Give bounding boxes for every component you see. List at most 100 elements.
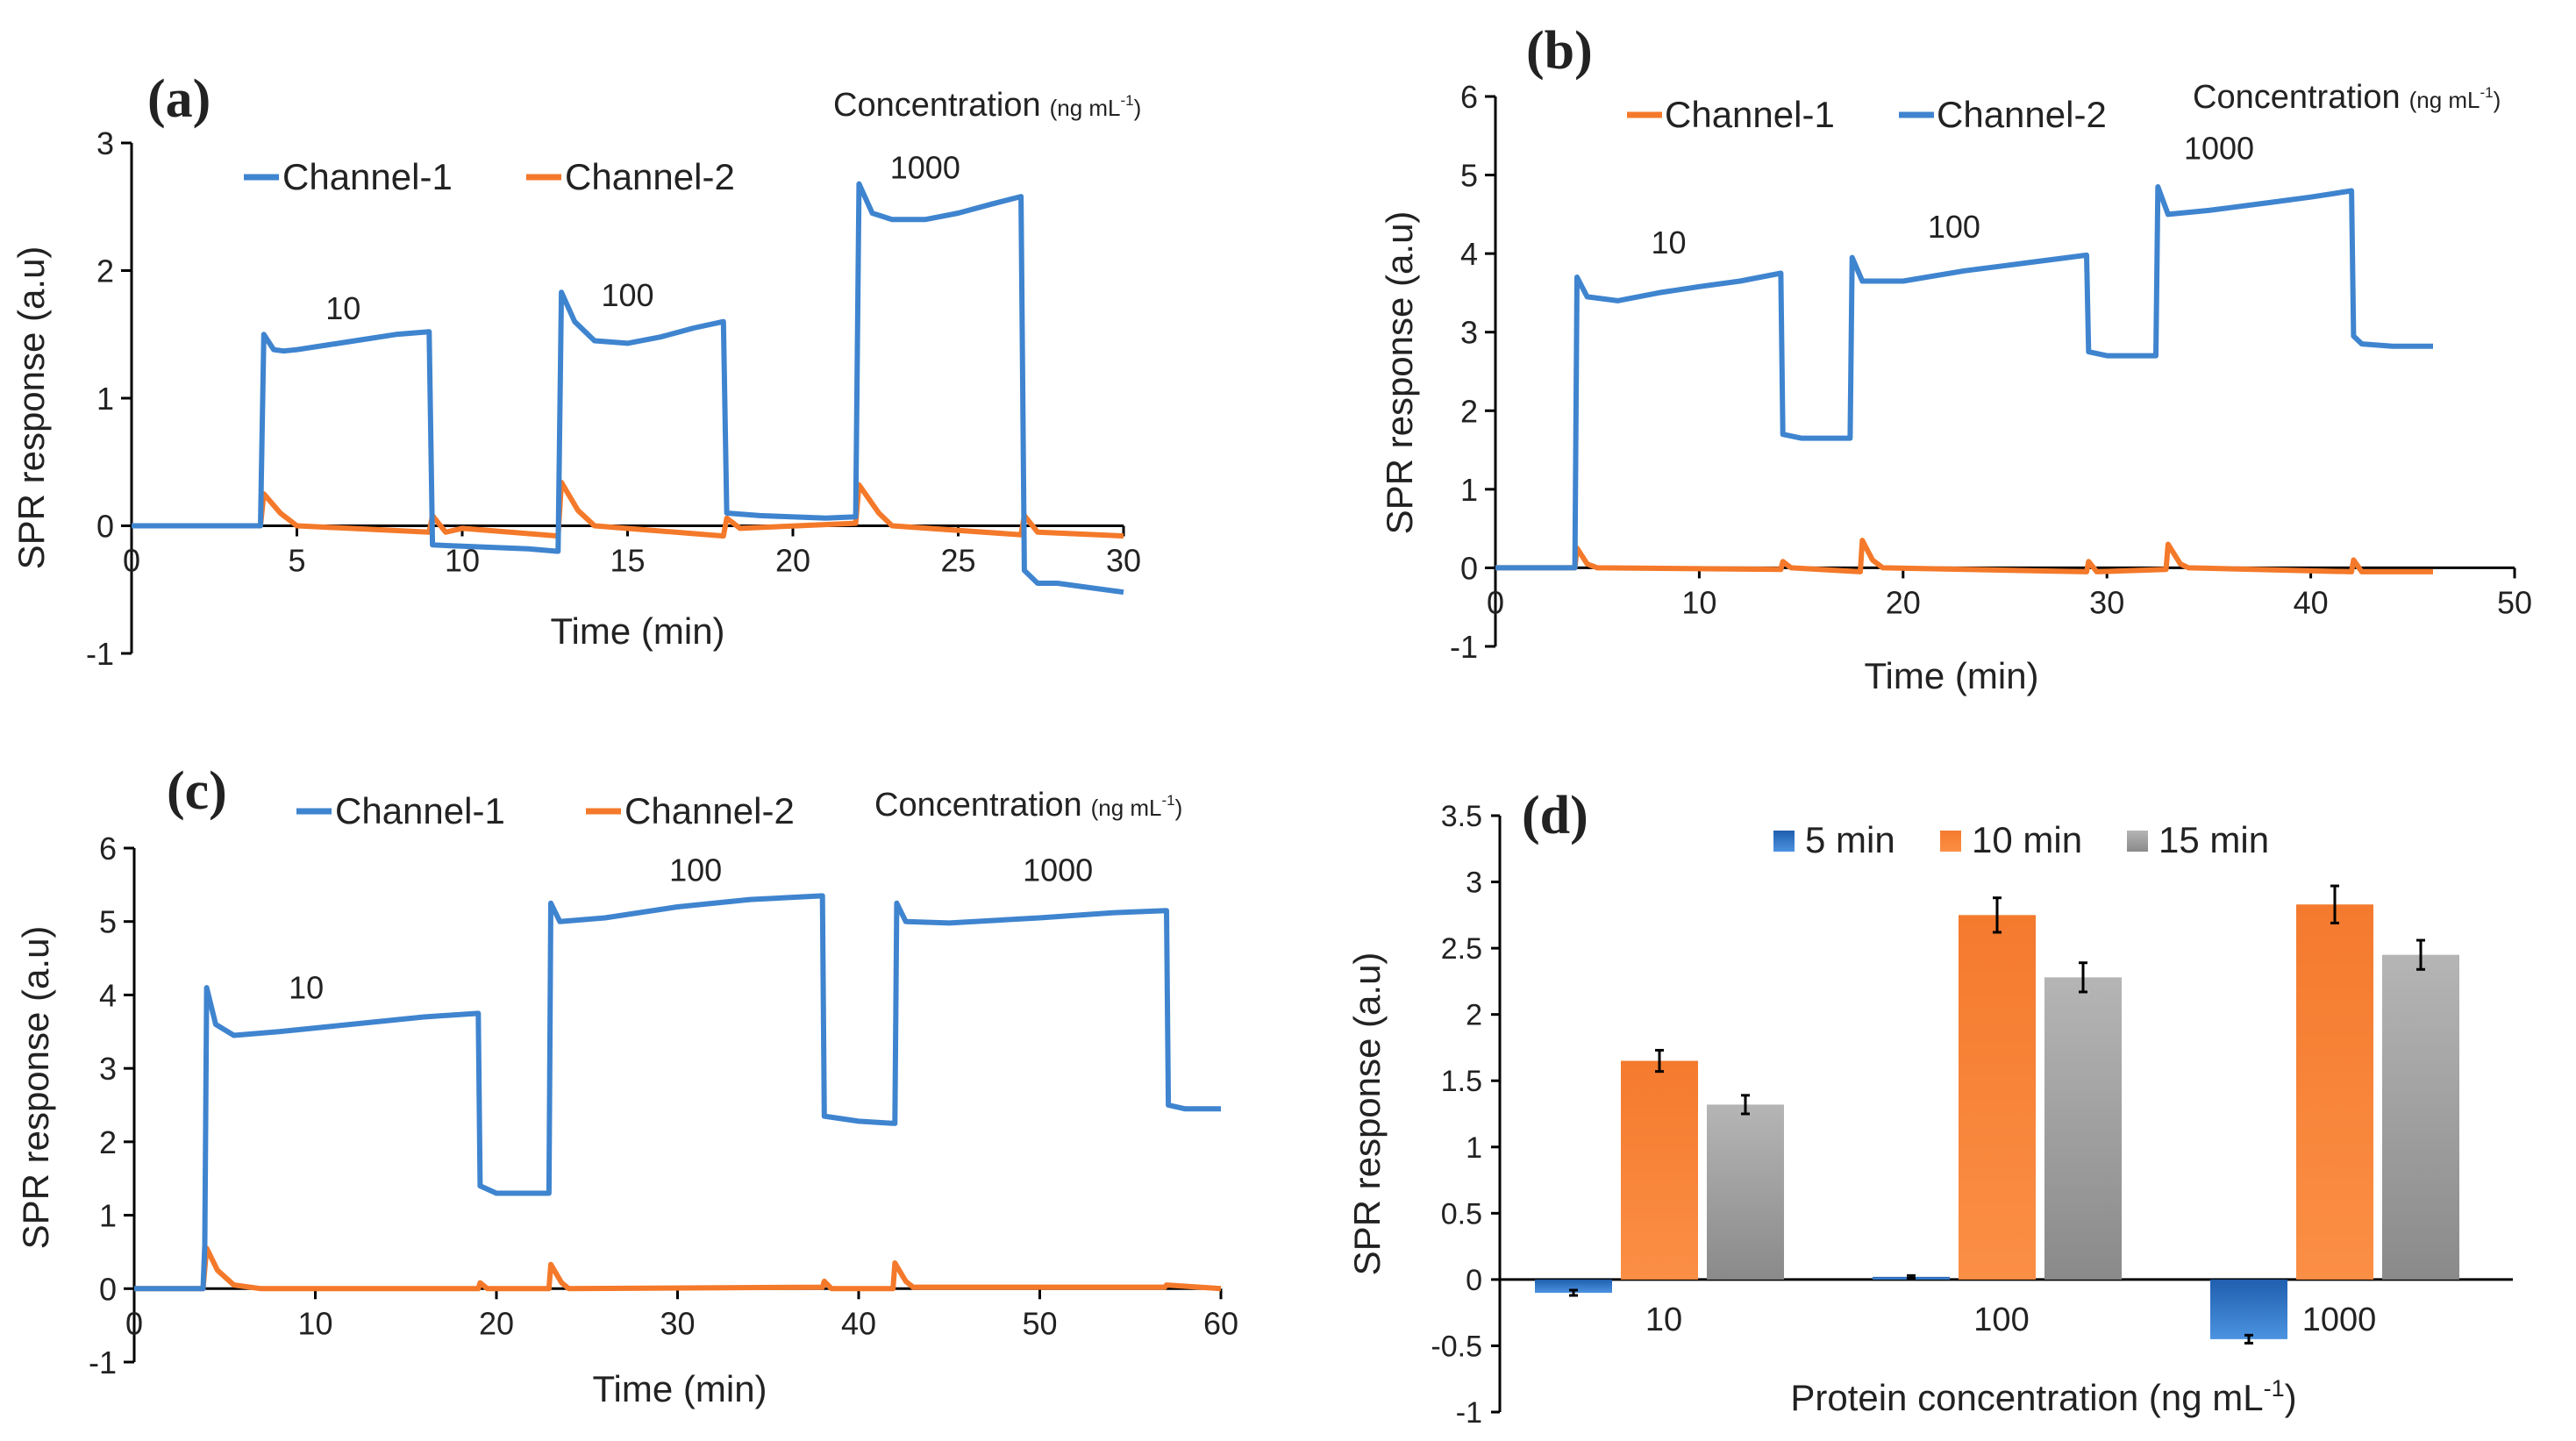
x-tick-label: 20 — [479, 1305, 514, 1341]
x-tick-label: 5 — [288, 543, 305, 579]
y-tick-label: 1 — [1460, 472, 1478, 508]
legend-entry-channel-2: Channel-2 — [565, 156, 735, 197]
concentration-value-label: 1000 — [890, 150, 960, 186]
panel-b: (b) Concentration (ng mL-1) Channel-1 Cha… — [1379, 21, 2501, 696]
bar-5-min-1000 — [2210, 1279, 2287, 1339]
y-tick-label: 0 — [1466, 1264, 1482, 1297]
x-axis-label-d: Protein concentration (ng mL-1) — [1790, 1375, 2296, 1418]
x-tick-label: 30 — [660, 1305, 695, 1341]
x-tick-label: 60 — [1203, 1305, 1238, 1341]
x-tick-label: 40 — [841, 1305, 876, 1341]
concentration-value-label: 10 — [1652, 225, 1687, 260]
legend-c: Channel-1 Channel-2 — [296, 790, 795, 831]
y-tick-label: 0 — [96, 509, 114, 545]
panel-a: (a) Concentration (ng mL-1) Channel-1 Cha… — [11, 69, 1141, 652]
x-tick-label: 0 — [125, 1305, 143, 1341]
x-category-label: 10 — [1645, 1302, 1682, 1338]
concentration-value-label: 1000 — [1023, 852, 1093, 888]
bar-15-min-100 — [2044, 977, 2122, 1280]
series-line-channel-2 — [132, 480, 1124, 539]
y-tick-label: 4 — [99, 977, 117, 1013]
panel-label-c: (c) — [167, 761, 227, 821]
series-line-channel-1 — [134, 893, 1221, 1292]
concentration-value-label: 100 — [601, 277, 653, 313]
concentration-value-label: 1000 — [2184, 131, 2254, 167]
concentration-label-b: Concentration (ng mL-1) — [2193, 79, 2501, 116]
panel-d: (d) 5 min 10 min 15 min SPR response (a.… — [1346, 786, 2297, 1418]
y-axis-label-c: SPR response (a.u) — [15, 926, 56, 1250]
series-line-channel-1 — [132, 181, 1124, 596]
legend-entry-15-min: 15 min — [2159, 819, 2269, 860]
y-tick-label: 2 — [1466, 999, 1482, 1032]
y-tick-label: 4 — [1460, 236, 1478, 272]
concentration-label-c: Concentration (ng mL-1) — [874, 787, 1182, 824]
x-tick-label: 20 — [775, 543, 810, 579]
x-tick-label: 10 — [297, 1305, 332, 1341]
x-tick-label: 10 — [1681, 584, 1716, 620]
x-tick-label: 0 — [1487, 584, 1504, 620]
legend-d: 5 min 10 min 15 min — [1773, 819, 2269, 860]
concentration-value-label: 10 — [289, 970, 324, 1006]
y-tick-label: 1 — [1466, 1131, 1482, 1165]
plot-d: -1 -0.5 0 0.5 1 1.5 2 2.5 3 3.5 10 100 1000 — [1431, 800, 2513, 1430]
y-tick-label: 2 — [1460, 393, 1478, 429]
x-category-label: 100 — [1973, 1302, 2029, 1338]
y-tick-label: 1 — [99, 1198, 117, 1234]
y-tick-label: -1 — [86, 636, 114, 672]
concentration-label-a: Concentration (ng mL-1) — [833, 87, 1141, 124]
x-tick-label: 50 — [1022, 1305, 1057, 1341]
panel-label-a: (a) — [147, 69, 211, 129]
legend-entry-channel-2: Channel-2 — [624, 790, 795, 831]
y-tick-label: 1 — [96, 381, 114, 417]
y-tick-label: 1.5 — [1441, 1065, 1482, 1098]
x-axis-label-b: Time (min) — [1864, 655, 2038, 696]
y-tick-label: 3.5 — [1441, 800, 1482, 833]
y-axis-label-a: SPR response (a.u) — [11, 246, 52, 570]
y-tick-label: -1 — [89, 1345, 117, 1380]
x-tick-label: 30 — [1106, 543, 1141, 579]
x-tick-label: 20 — [1886, 584, 1921, 620]
legend-entry-10-min: 10 min — [1972, 819, 2082, 860]
concentration-value-label: 100 — [1928, 209, 1980, 245]
x-tick-label: 0 — [123, 543, 140, 579]
y-axis-label-d: SPR response (a.u) — [1346, 952, 1388, 1276]
x-category-label: 1000 — [2302, 1302, 2377, 1338]
y-tick-label: 5 — [1460, 158, 1478, 194]
y-tick-label: 3 — [1466, 867, 1482, 900]
bar-15-min-10 — [1707, 1104, 1784, 1280]
y-tick-label: 3 — [1460, 315, 1478, 351]
panel-label-d: (d) — [1522, 786, 1588, 845]
y-tick-label: 0 — [1460, 550, 1478, 586]
y-tick-label: 2 — [99, 1124, 117, 1160]
series-line-channel-2 — [134, 1245, 1222, 1292]
x-tick-label: 40 — [2294, 584, 2329, 620]
y-axis-label-b: SPR response (a.u) — [1379, 211, 1420, 535]
bar-10-min-100 — [1959, 915, 2036, 1280]
x-tick-label: 50 — [2497, 584, 2532, 620]
y-tick-label: 6 — [1460, 79, 1478, 115]
bar-5-min-10 — [1535, 1279, 1612, 1293]
x-axis-label-a: Time (min) — [550, 610, 724, 652]
y-tick-label: 0.5 — [1441, 1197, 1482, 1231]
y-tick-label: -0.5 — [1431, 1330, 1482, 1363]
legend-a: Channel-1 Channel-2 — [244, 156, 735, 197]
panel-c: (c) Concentration (ng mL-1) Channel-1 Cha… — [15, 761, 1182, 1409]
bar-15-min-1000 — [2382, 954, 2459, 1280]
y-tick-label: 6 — [99, 831, 117, 867]
x-tick-label: 30 — [2089, 584, 2124, 620]
bar-10-min-1000 — [2296, 904, 2373, 1280]
y-tick-label: -1 — [1456, 1396, 1482, 1430]
legend-entry-channel-1: Channel-1 — [282, 156, 453, 197]
y-tick-label: 2.5 — [1441, 932, 1482, 966]
legend-entry-5-min: 5 min — [1805, 819, 1895, 860]
y-tick-label: -1 — [1450, 629, 1478, 665]
x-tick-label: 25 — [940, 543, 975, 579]
y-tick-label: 2 — [96, 253, 114, 289]
legend-entry-channel-1: Channel-1 — [1665, 94, 1835, 135]
series-line-channel-2 — [1495, 538, 2433, 574]
